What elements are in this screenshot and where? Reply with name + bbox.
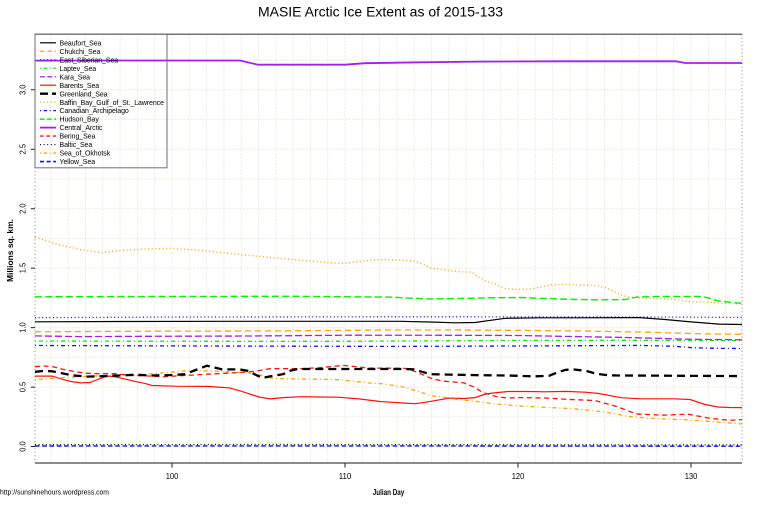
- svg-text:1.5: 1.5: [19, 262, 28, 273]
- svg-text:Sea_of_Okhotsk: Sea_of_Okhotsk: [60, 151, 111, 158]
- svg-text:0.5: 0.5: [19, 381, 28, 392]
- svg-text:MASIE Arctic Ice Extent as of: MASIE Arctic Ice Extent as of 2015-133: [258, 3, 503, 19]
- svg-text:Baffin_Bay_Gulf_of_St._Lawrenc: Baffin_Bay_Gulf_of_St._Lawrence: [60, 100, 165, 107]
- svg-text:2.0: 2.0: [19, 203, 28, 214]
- svg-text:Chukchi_Sea: Chukchi_Sea: [60, 49, 101, 56]
- svg-text:130: 130: [685, 472, 698, 481]
- svg-text:Bering_Sea: Bering_Sea: [60, 134, 96, 141]
- svg-text:Laptev_Sea: Laptev_Sea: [60, 66, 97, 73]
- svg-text:Julian Day: Julian Day: [373, 488, 405, 497]
- svg-text:1.0: 1.0: [19, 322, 28, 333]
- svg-text:Millions sq. km.: Millions sq. km.: [5, 219, 15, 282]
- svg-text:East_Siberian_Sea: East_Siberian_Sea: [60, 57, 119, 64]
- svg-text:2.5: 2.5: [19, 143, 28, 154]
- svg-text:Beaufort_Sea: Beaufort_Sea: [60, 40, 102, 47]
- svg-text:3.0: 3.0: [19, 84, 28, 95]
- svg-text:Greenland_Sea: Greenland_Sea: [60, 91, 108, 98]
- svg-text:120: 120: [512, 472, 525, 481]
- svg-text:Barents_Sea: Barents_Sea: [60, 83, 100, 90]
- svg-text:http://sunshinehours.wordpress: http://sunshinehours.wordpress.com: [0, 488, 109, 497]
- svg-text:Canadian_Archipelago: Canadian_Archipelago: [60, 108, 129, 115]
- svg-text:Baltic_Sea: Baltic_Sea: [60, 142, 93, 149]
- svg-text:100: 100: [166, 472, 179, 481]
- svg-text:110: 110: [339, 472, 352, 481]
- svg-text:Hudson_Bay: Hudson_Bay: [60, 117, 100, 124]
- svg-text:0.0: 0.0: [19, 441, 28, 452]
- svg-text:Yellow_Sea: Yellow_Sea: [60, 159, 96, 166]
- svg-text:Kara_Sea: Kara_Sea: [60, 74, 91, 81]
- svg-text:Central_Arctic: Central_Arctic: [60, 125, 103, 132]
